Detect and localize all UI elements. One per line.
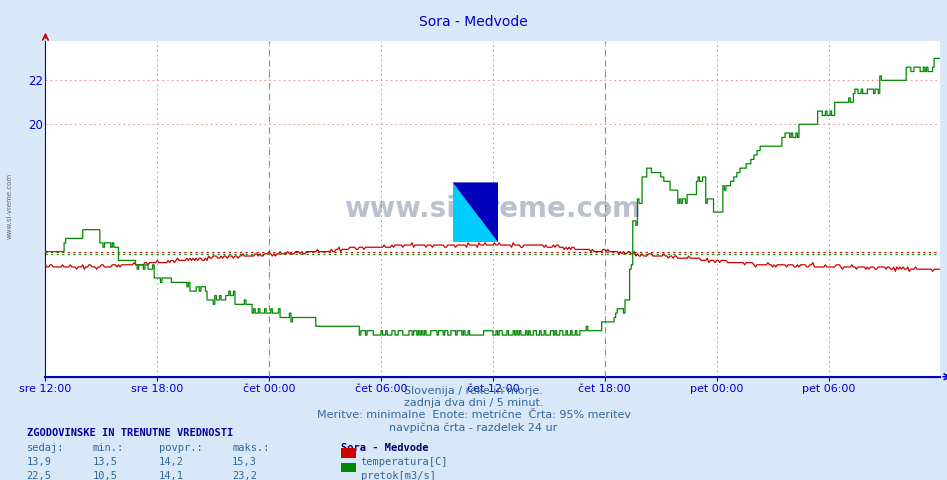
Text: zadnja dva dni / 5 minut.: zadnja dva dni / 5 minut.	[403, 398, 544, 408]
Text: 13,9: 13,9	[27, 457, 51, 467]
Text: Sora - Medvode: Sora - Medvode	[341, 443, 428, 453]
Text: ZGODOVINSKE IN TRENUTNE VREDNOSTI: ZGODOVINSKE IN TRENUTNE VREDNOSTI	[27, 428, 233, 438]
Text: pretok[m3/s]: pretok[m3/s]	[361, 471, 436, 480]
Text: 23,2: 23,2	[232, 471, 257, 480]
Text: min.:: min.:	[93, 443, 124, 453]
Text: sedaj:: sedaj:	[27, 443, 64, 453]
Text: povpr.:: povpr.:	[159, 443, 203, 453]
Text: temperatura[C]: temperatura[C]	[361, 457, 448, 467]
Text: 14,2: 14,2	[159, 457, 184, 467]
Polygon shape	[453, 182, 498, 242]
Polygon shape	[453, 182, 498, 242]
Text: Meritve: minimalne  Enote: metrične  Črta: 95% meritev: Meritve: minimalne Enote: metrične Črta:…	[316, 410, 631, 420]
Text: 13,5: 13,5	[93, 457, 117, 467]
Text: 14,1: 14,1	[159, 471, 184, 480]
Text: 22,5: 22,5	[27, 471, 51, 480]
Text: 10,5: 10,5	[93, 471, 117, 480]
Text: 15,3: 15,3	[232, 457, 257, 467]
Text: Sora - Medvode: Sora - Medvode	[420, 15, 527, 29]
Text: maks.:: maks.:	[232, 443, 270, 453]
Text: www.si-vreme.com: www.si-vreme.com	[345, 195, 641, 223]
Text: www.si-vreme.com: www.si-vreme.com	[7, 173, 12, 240]
Text: Slovenija / reke in morje.: Slovenija / reke in morje.	[404, 386, 543, 396]
Text: navpična črta - razdelek 24 ur: navpična črta - razdelek 24 ur	[389, 422, 558, 433]
